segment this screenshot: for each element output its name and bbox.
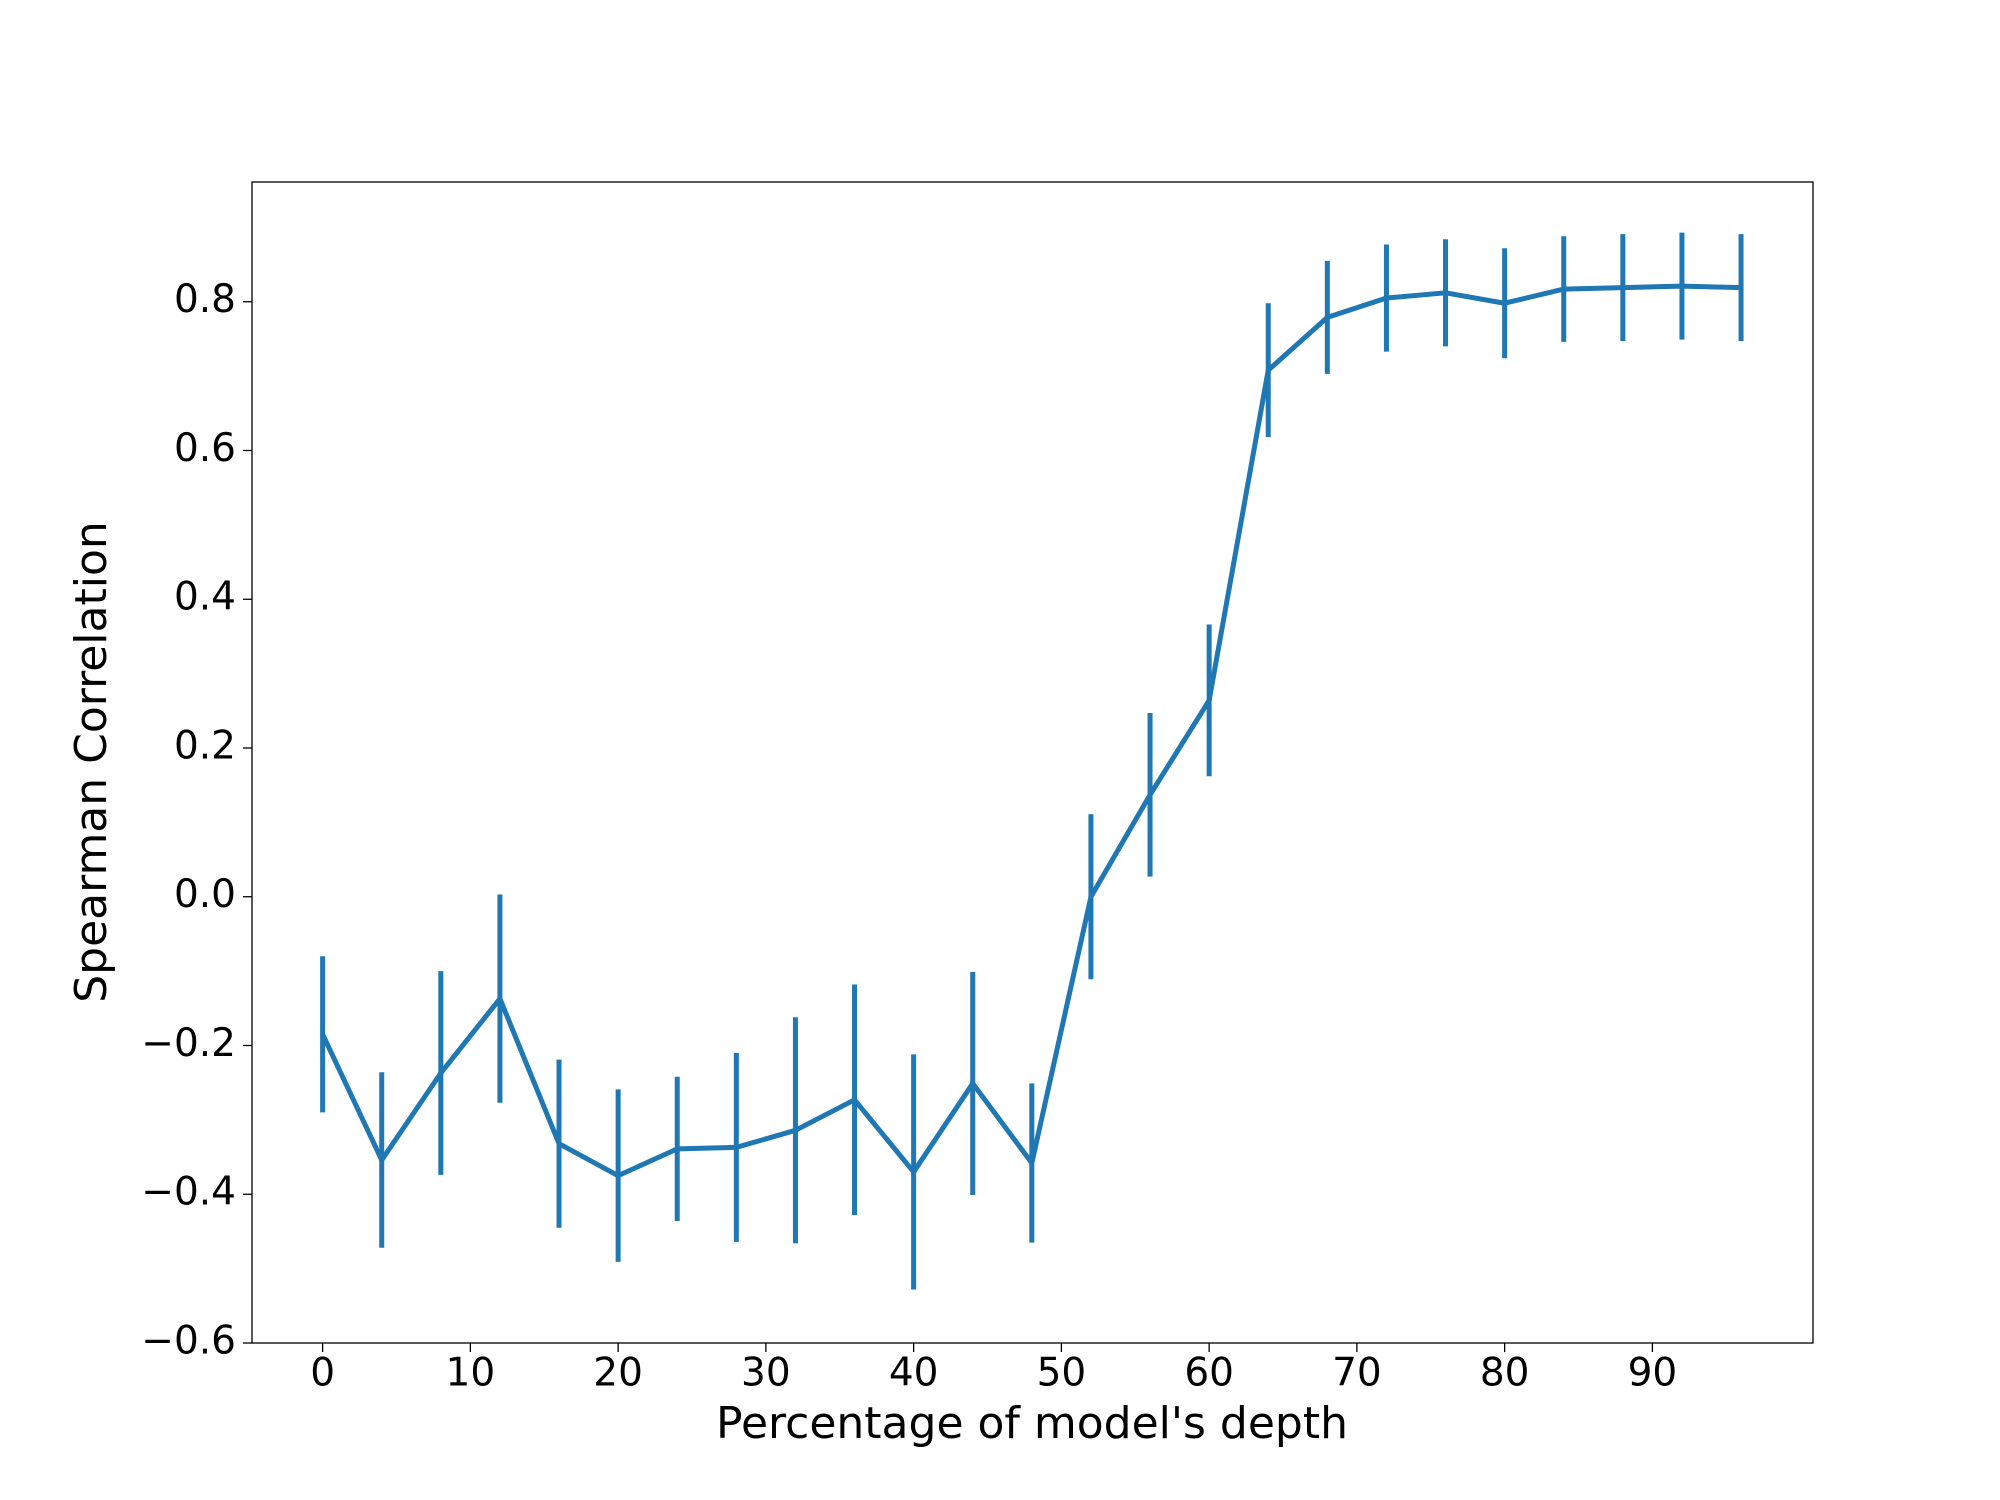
y-tick-label: −0.2 <box>141 1021 236 1066</box>
y-tick-label: 0.0 <box>174 872 236 917</box>
y-tick-label: −0.4 <box>141 1170 236 1215</box>
line <box>320 283 1742 1179</box>
x-tick-label: 70 <box>1332 1351 1382 1396</box>
x-tick-label: 80 <box>1480 1351 1530 1396</box>
y-tick-label: 0.2 <box>174 723 236 768</box>
y-tick-label: 0.8 <box>174 277 236 322</box>
x-axis-title: Percentage of model's depth <box>716 1398 1348 1449</box>
x-tick-label: 20 <box>593 1351 643 1396</box>
x-tick-label: 90 <box>1628 1351 1678 1396</box>
x-tick-label: 60 <box>1184 1351 1234 1396</box>
y-tick-label: −0.6 <box>141 1319 236 1364</box>
x-tick-label: 10 <box>446 1351 496 1396</box>
x-tick-label: 0 <box>310 1351 335 1396</box>
y-tick-label: 0.4 <box>174 575 236 620</box>
x-tick-label: 50 <box>1037 1351 1087 1396</box>
x-tick-label: 30 <box>741 1351 791 1396</box>
y-axis-title: Spearman Correlation <box>66 521 117 1003</box>
plot-frame <box>251 181 1814 1344</box>
y-tick-label: 0.6 <box>174 426 236 471</box>
x-tick-label: 40 <box>889 1351 939 1396</box>
